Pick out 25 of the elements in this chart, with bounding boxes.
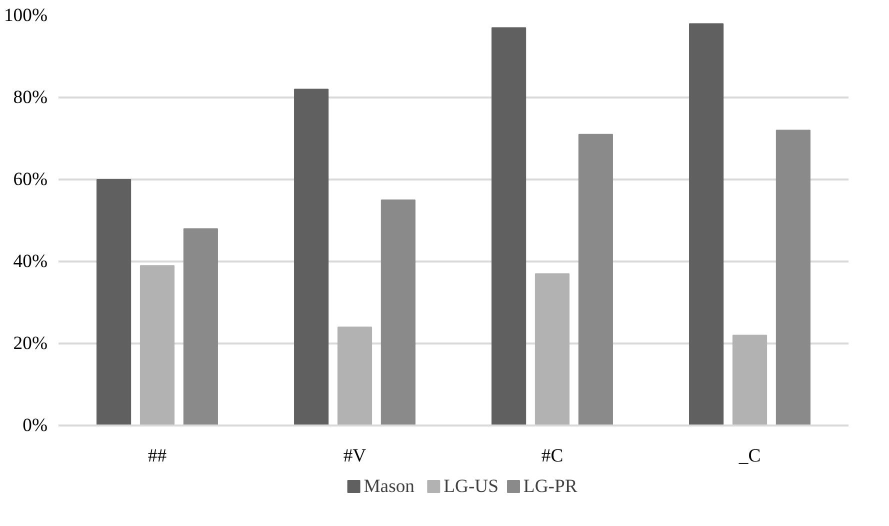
x-tick-label: #V — [343, 446, 367, 466]
y-tick-label: 40% — [13, 251, 48, 272]
bar — [534, 273, 570, 426]
bar — [492, 27, 526, 426]
legend-label: LG-US — [444, 476, 499, 497]
bar — [183, 228, 218, 426]
bar — [140, 265, 175, 426]
bar — [337, 326, 372, 426]
x-tick-label: ## — [148, 446, 167, 466]
y-tick-label: 60% — [13, 169, 48, 190]
bar — [380, 200, 416, 426]
legend-label: Mason — [364, 476, 416, 497]
y-tick-label: 20% — [13, 333, 48, 354]
bar — [776, 130, 810, 426]
x-tick-label: _C — [738, 446, 761, 466]
bar — [689, 23, 724, 426]
legend-label: LG-PR — [523, 476, 578, 497]
y-tick-label: 0% — [22, 415, 48, 436]
y-tick-label: 80% — [13, 87, 48, 108]
y-tick-label: 100% — [4, 5, 48, 26]
x-tick-label: #C — [541, 446, 564, 466]
bar — [578, 134, 613, 426]
bar — [96, 179, 132, 426]
bar — [294, 88, 329, 426]
bar — [732, 334, 768, 426]
